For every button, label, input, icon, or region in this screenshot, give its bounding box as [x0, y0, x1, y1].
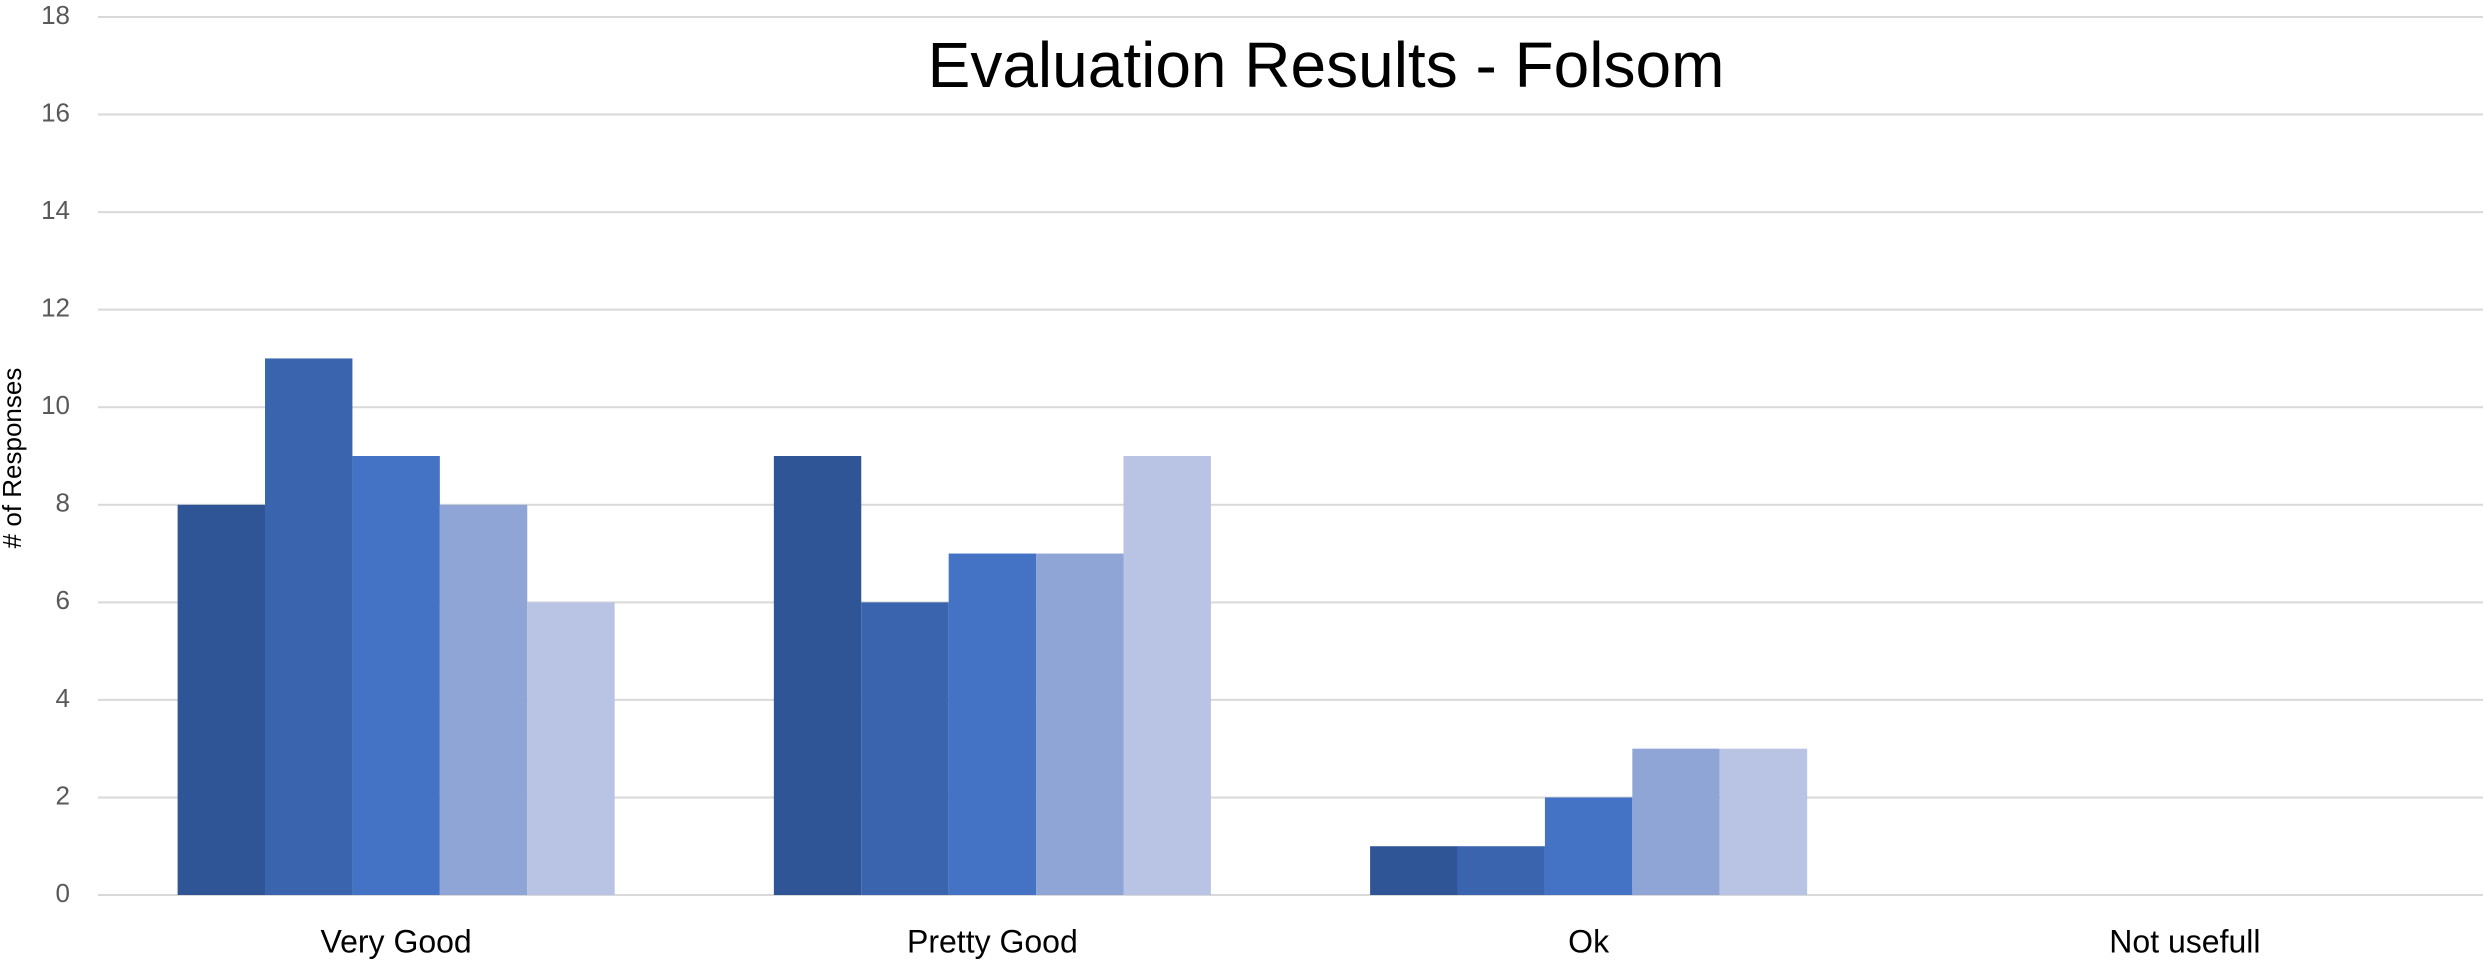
chart-title: Evaluation Results - Folsom — [928, 29, 1725, 101]
x-tick-label: Not usefull — [2109, 923, 2260, 959]
y-tick-label: 18 — [41, 0, 70, 30]
bar — [1123, 456, 1211, 895]
y-tick-label: 16 — [41, 97, 70, 127]
y-axis-label: # of Responses — [0, 368, 27, 549]
bar — [1544, 797, 1633, 895]
bar — [861, 602, 949, 895]
bar — [1632, 748, 1720, 895]
bar — [1370, 846, 1458, 895]
y-tick-label: 14 — [41, 195, 70, 225]
y-tick-label: 2 — [56, 780, 70, 810]
bar — [352, 456, 440, 895]
x-tick-label: Very Good — [321, 923, 472, 959]
bar — [773, 456, 862, 895]
y-tick-label: 8 — [56, 488, 70, 518]
y-tick-label: 12 — [41, 293, 70, 323]
bar — [527, 602, 615, 895]
y-tick-label: 4 — [56, 683, 70, 713]
bar — [177, 504, 266, 895]
x-tick-label: Ok — [1568, 923, 1610, 959]
bar — [439, 504, 528, 895]
x-tick-label: Pretty Good — [907, 923, 1078, 959]
y-tick-label: 10 — [41, 390, 70, 420]
bar — [265, 358, 353, 895]
y-tick-label: 0 — [56, 878, 70, 908]
bar — [1036, 553, 1124, 895]
bar — [1719, 748, 1808, 895]
y-tick-label: 6 — [56, 585, 70, 615]
bar — [1457, 846, 1545, 895]
bar — [948, 553, 1037, 895]
